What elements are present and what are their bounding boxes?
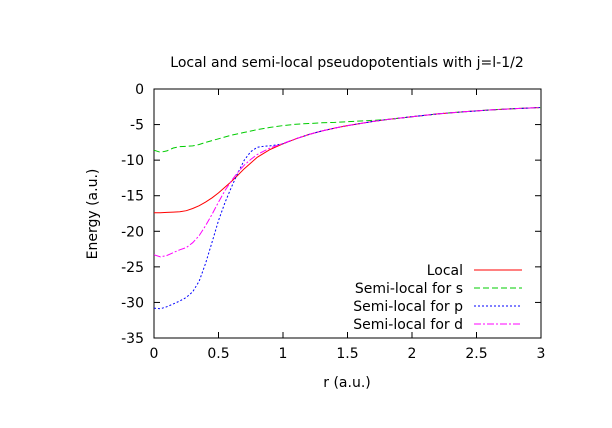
- legend: Local Semi-local for s Semi-local for p Sem…: [353, 263, 522, 333]
- legend-label-3: Semi-local for p: [353, 299, 463, 315]
- y-tick-label: 0: [135, 82, 144, 98]
- series-line-1: [154, 107, 542, 214]
- legend-label-4: Semi-local for d: [353, 317, 463, 333]
- x-tick-label: 1.5: [336, 346, 358, 362]
- x-tick-label: 0: [150, 346, 159, 362]
- y-tick-label: -5: [130, 118, 144, 134]
- axis-ticks: 0 0.5 1 1.5 2 2.5 3 0 -5 -10 -15 -20 -25 -30 -35: [121, 82, 545, 362]
- x-tick-label: 3: [537, 346, 546, 362]
- legend-label-1: Local: [427, 263, 463, 279]
- x-axis-label: r (a.u.): [323, 375, 370, 391]
- plot-border: [153, 88, 542, 339]
- x-tick-label: 2: [408, 346, 417, 362]
- x-tick-label: 2.5: [465, 346, 487, 362]
- y-tick-label: -15: [121, 189, 144, 205]
- y-tick-label: -20: [121, 224, 144, 240]
- series-line-2: [153, 107, 542, 153]
- y-tick-label: -30: [121, 295, 144, 311]
- series-line-3: [153, 107, 542, 310]
- series-lines: [153, 107, 542, 310]
- y-axis-label: Energy (a.u.): [85, 169, 101, 260]
- series-line-4: [153, 107, 542, 258]
- plot-frame: [153, 88, 542, 339]
- y-tick-label: -25: [121, 260, 144, 276]
- x-tick-label: 0.5: [207, 346, 229, 362]
- legend-label-2: Semi-local for s: [355, 281, 463, 297]
- chart-title: Local and semi-local pseudopotentials wi…: [170, 55, 523, 71]
- y-tick-label: -10: [121, 153, 144, 169]
- y-tick-label: -35: [121, 331, 144, 347]
- x-tick-label: 1: [279, 346, 288, 362]
